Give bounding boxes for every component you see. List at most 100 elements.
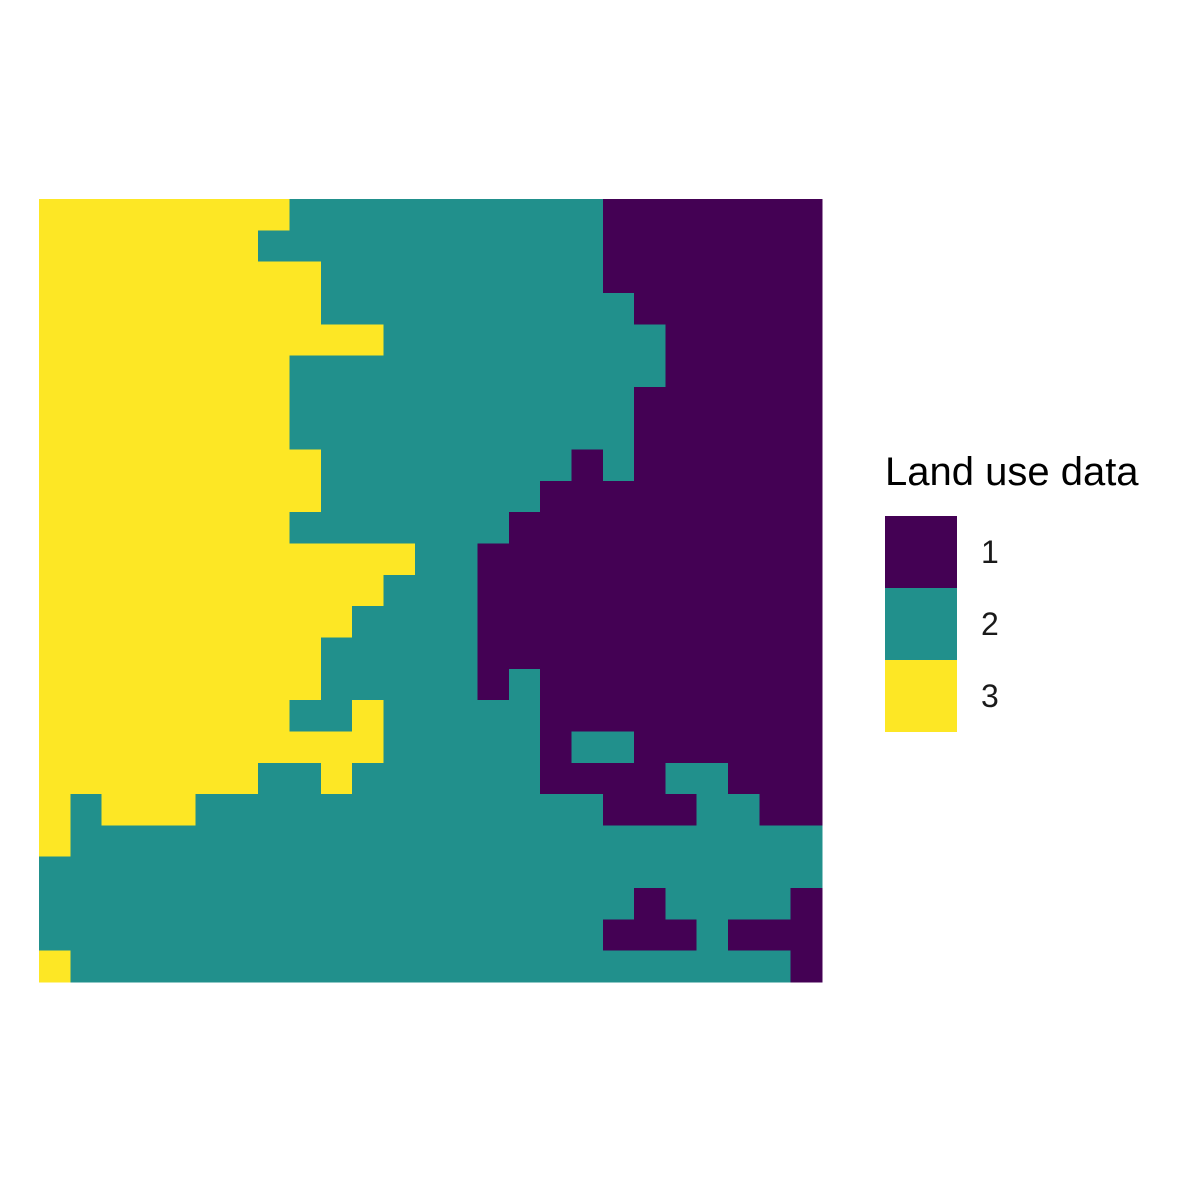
raster-cell xyxy=(70,418,103,451)
raster-cell xyxy=(790,292,823,325)
raster-cell xyxy=(446,480,479,513)
raster-cell xyxy=(414,637,447,670)
raster-cell xyxy=(289,637,322,670)
raster-cell xyxy=(508,512,541,545)
raster-cell xyxy=(634,449,666,482)
raster-cell xyxy=(790,856,823,889)
raster-cell xyxy=(289,606,322,639)
raster-cell xyxy=(414,919,447,952)
raster-cell xyxy=(164,731,197,764)
raster-cell xyxy=(352,825,385,858)
raster-cell xyxy=(132,386,165,419)
raster-cell xyxy=(759,449,792,482)
raster-cell xyxy=(414,449,447,482)
raster-cell xyxy=(70,386,103,419)
raster-cell xyxy=(602,543,635,576)
raster-cell xyxy=(790,606,823,639)
raster-cell xyxy=(790,480,823,513)
raster-cell xyxy=(728,919,760,952)
raster-cell xyxy=(164,762,197,795)
raster-cell xyxy=(446,449,479,482)
raster-cell xyxy=(320,418,353,451)
raster-cell xyxy=(508,762,541,795)
raster-cell xyxy=(195,386,228,419)
raster-cell xyxy=(790,762,823,795)
raster-cell xyxy=(728,794,760,826)
raster-cell xyxy=(602,888,635,920)
raster-cell xyxy=(602,512,635,545)
raster-cell xyxy=(289,543,322,576)
raster-cell xyxy=(414,292,447,325)
raster-cell xyxy=(258,292,291,325)
raster-cell xyxy=(352,856,385,889)
raster-cell xyxy=(352,480,385,513)
raster-cell xyxy=(132,292,165,325)
raster-cell xyxy=(383,324,416,357)
raster-cell xyxy=(414,574,447,607)
raster-cell xyxy=(258,606,291,639)
raster-cell xyxy=(508,888,541,920)
raster-cell xyxy=(602,292,635,325)
raster-cell xyxy=(258,230,291,263)
raster-cell xyxy=(101,919,134,952)
legend-label-1: 1 xyxy=(981,533,999,570)
raster-cell xyxy=(634,355,666,388)
raster-cell xyxy=(39,512,71,545)
raster-cell xyxy=(508,668,541,701)
raster-cell xyxy=(540,919,573,952)
raster-cell xyxy=(790,731,823,764)
raster-cell xyxy=(383,825,416,858)
raster-cell xyxy=(164,856,197,889)
raster-cell xyxy=(383,919,416,952)
raster-cell xyxy=(289,292,322,325)
raster-cell xyxy=(164,794,197,826)
raster-cell xyxy=(728,888,760,920)
raster-cell xyxy=(477,199,510,231)
raster-cell xyxy=(226,668,259,701)
raster-cell xyxy=(790,355,823,388)
raster-cell xyxy=(164,199,197,231)
raster-cell xyxy=(132,637,165,670)
raster-cell xyxy=(289,449,322,482)
raster-cell xyxy=(132,950,165,983)
raster-cell xyxy=(446,512,479,545)
raster-cell xyxy=(790,794,823,826)
raster-cell xyxy=(39,480,71,513)
raster-cell xyxy=(195,762,228,795)
raster-cell xyxy=(446,418,479,451)
raster-cell xyxy=(759,230,792,263)
raster-cell xyxy=(759,512,792,545)
raster-cell xyxy=(477,449,510,482)
raster-cell xyxy=(477,731,510,764)
raster-cell xyxy=(39,355,71,388)
raster-cell xyxy=(164,261,197,294)
raster-cell xyxy=(39,762,71,795)
raster-cell xyxy=(696,606,729,639)
raster-cell xyxy=(258,355,291,388)
raster-cell xyxy=(289,386,322,419)
raster-cell xyxy=(352,950,385,983)
raster-cell xyxy=(728,199,760,231)
raster-cell xyxy=(634,386,666,419)
raster-cell xyxy=(759,543,792,576)
raster-cell xyxy=(101,199,134,231)
raster-cell xyxy=(132,230,165,263)
raster-cell xyxy=(477,919,510,952)
raster-cell xyxy=(634,731,666,764)
raster-cell xyxy=(540,324,573,357)
raster-cell xyxy=(665,950,698,983)
raster-cell xyxy=(540,731,573,764)
raster-cell xyxy=(696,888,729,920)
raster-cell xyxy=(602,449,635,482)
raster-cell xyxy=(70,574,103,607)
raster-cell xyxy=(790,637,823,670)
raster-cell xyxy=(70,199,103,231)
raster-cell xyxy=(39,700,71,733)
raster-cell xyxy=(477,355,510,388)
raster-cell xyxy=(352,700,385,733)
raster-cell xyxy=(665,888,698,920)
raster-cell xyxy=(70,261,103,294)
raster-cell xyxy=(101,762,134,795)
raster-cell xyxy=(477,230,510,263)
raster-cell xyxy=(414,606,447,639)
